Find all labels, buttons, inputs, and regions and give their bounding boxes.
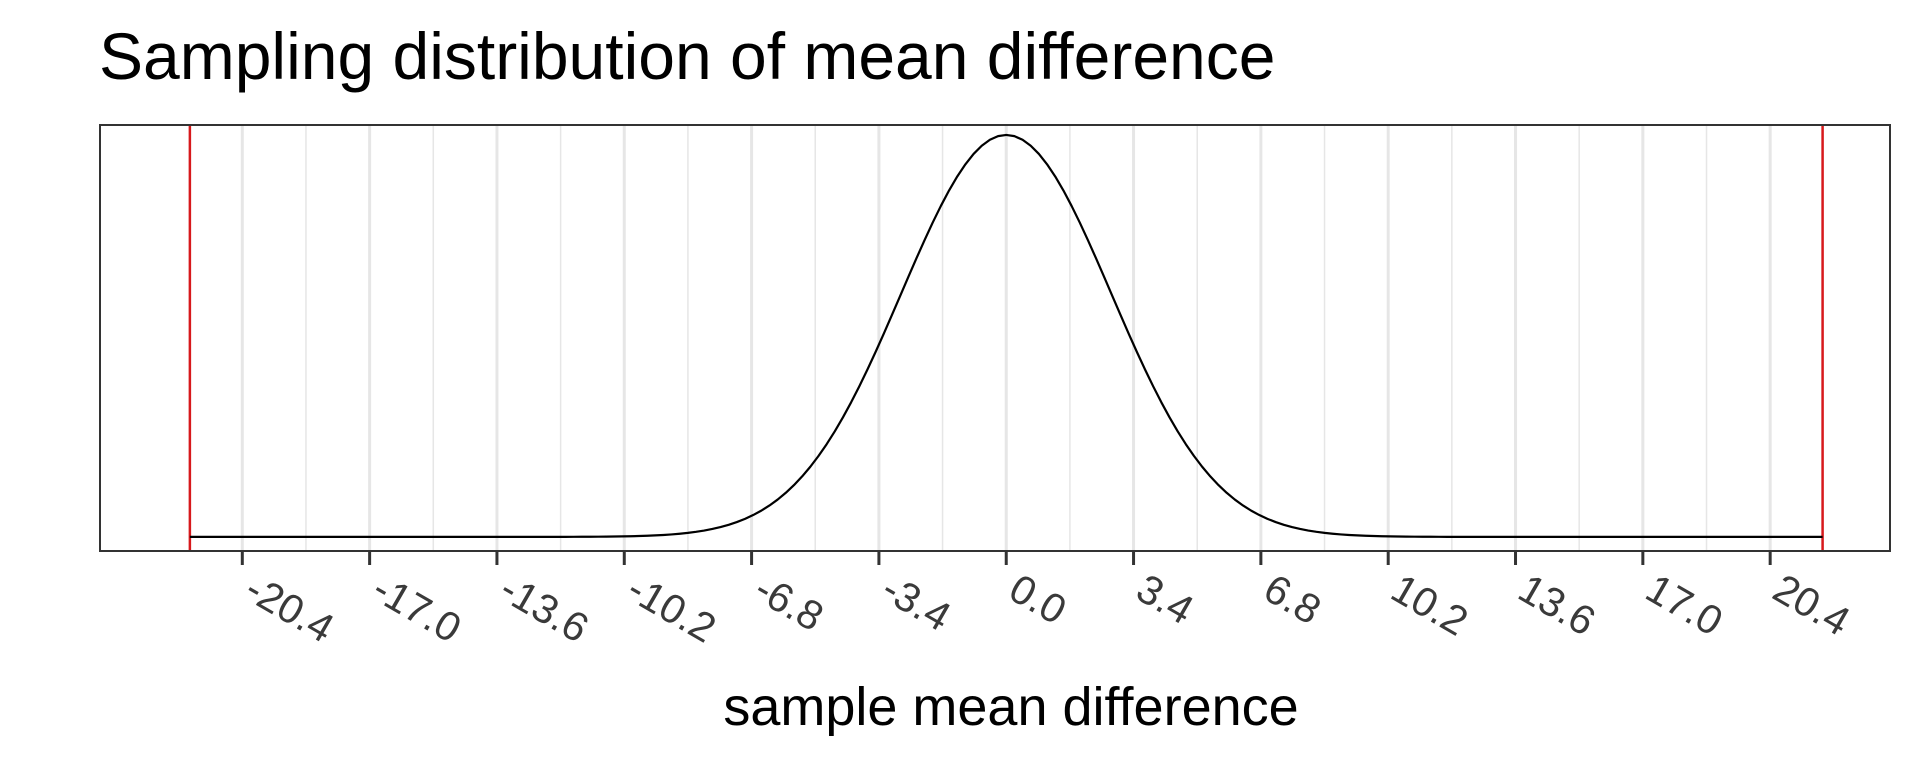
x-tick-label: -6.8 <box>747 565 831 640</box>
density-curve-group <box>189 133 1823 538</box>
x-tick-label: -17.0 <box>365 565 469 652</box>
x-axis-ticks <box>240 551 1772 565</box>
x-tick-label: -10.2 <box>620 565 724 652</box>
x-axis-title: sample mean difference <box>723 677 1298 737</box>
x-tick-label: 3.4 <box>1129 565 1201 633</box>
x-tick-label: 20.4 <box>1766 565 1858 645</box>
panel-border <box>99 124 1891 552</box>
x-tick-label: -3.4 <box>874 565 958 640</box>
grid-lines <box>240 125 1772 551</box>
chart-title: Sampling distribution of mean difference <box>99 19 1275 93</box>
density-curve <box>189 133 1823 538</box>
x-tick-label: 6.8 <box>1256 565 1328 633</box>
x-tick-label: 0.0 <box>1002 565 1074 633</box>
reference-lines <box>188 125 1824 551</box>
x-tick-label: 17.0 <box>1638 565 1730 645</box>
x-tick-label: 10.2 <box>1384 565 1476 645</box>
x-tick-label: -13.6 <box>492 565 596 652</box>
x-tick-label: 13.6 <box>1511 565 1603 645</box>
x-tick-label: -20.4 <box>238 565 342 652</box>
x-axis-tick-labels: -20.4 -17.0 -13.6 -10.2 -6.8 -3.4 0.0 3.4 6.8 10.… <box>238 565 1858 652</box>
